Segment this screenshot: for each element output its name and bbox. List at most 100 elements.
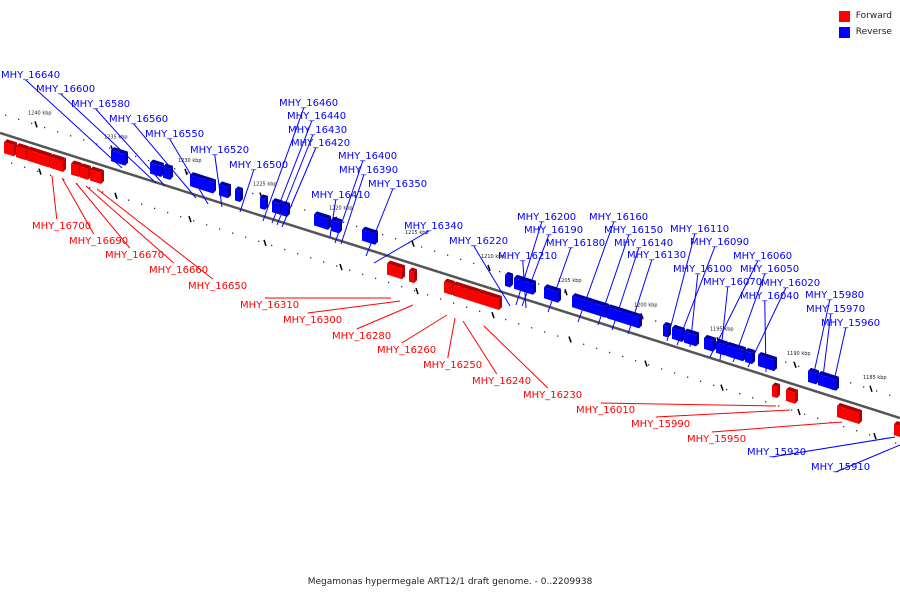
leader-line [133,123,197,199]
gene-top-face [281,200,290,206]
gene-label-reverse: MHY_15970 [806,304,865,315]
gene-body [409,270,414,284]
gene-side-face [213,179,216,194]
minor-tick-dot [258,240,260,242]
minor-tick-dot [804,413,806,415]
minor-tick-dot [687,376,689,378]
gene-body [521,279,533,295]
minor-tick-dot [382,233,384,236]
gene-body [331,219,339,234]
gene-body [90,169,101,184]
minor-tick-dot [304,209,306,211]
gene-top-face [758,352,777,361]
minor-tick-dot [609,351,611,354]
leader-line [75,182,131,249]
minor-tick-dot [252,192,254,195]
gene-top-face [808,367,819,374]
minor-tick-dot [869,434,871,436]
minor-tick-dot [538,283,540,285]
minor-tick-dot [473,262,475,265]
minor-tick-dot [889,394,891,396]
minor-tick-dot [544,331,546,333]
minor-tick-dot [674,372,676,374]
gene-body [444,281,452,296]
gene-label-reverse: MHY_16090 [690,237,749,248]
minor-tick-dot [83,139,85,141]
scale-label: 1190 kbp [787,351,811,357]
gene-body [684,331,696,347]
gene-body [505,274,510,288]
minor-tick-dot [785,361,787,363]
minor-tick-dot [349,269,351,271]
gene-top-face [704,334,716,341]
gene-label-reverse: MHY_15910 [811,462,870,473]
minor-tick-dot [557,335,559,337]
gene-top-face [745,347,755,354]
minor-tick-dot [713,384,715,387]
minor-tick-dot [460,258,462,260]
gene-top-face [786,386,798,393]
gene-body [260,197,265,210]
gene-body [716,341,725,356]
gene-top-face [684,328,699,336]
scale-label: 1185 kbp [863,375,887,381]
gene-side-face [375,230,378,245]
gene-body [27,149,49,168]
minor-tick-dot [70,135,72,137]
minor-tick-dot [148,159,150,162]
major-tick [873,432,877,440]
gene-body [4,142,14,157]
gene-label-forward: MHY_16250 [423,360,482,371]
gene-label-forward: MHY_15990 [631,419,690,430]
gene-top-face [894,421,900,426]
major-tick [184,168,188,176]
gene-top-face [331,216,342,223]
gene-body [592,302,606,318]
minor-tick-dot [180,216,182,218]
leader-line [169,138,209,205]
minor-tick-dot [440,298,442,300]
minor-tick-dot [655,320,657,322]
gene-side-face [228,184,231,199]
major-tick [869,385,873,393]
gene-top-face [592,299,609,307]
gene-top-face [461,283,472,290]
scale-label: 1235 kbp [104,134,128,140]
minor-tick-dot [128,199,130,201]
gene-top-face [607,304,624,312]
scale-ticks: 1240 kbp 1235 kbp 1230 kbp 1225 kbp 1220 kbp… [28,110,887,440]
gene-label-reverse: MHY_16020 [761,278,820,289]
major-tick [34,121,38,128]
gene-top-face [111,147,128,155]
gene-body [672,327,682,342]
gene-label-reverse: MHY_16460 [279,98,338,109]
gene-labels: MHY_16640 MHY_16600 MHY_16580 MHY_16560 MHY_… [1,70,880,473]
gene-top-face [409,267,417,273]
gene-top-face [4,139,17,146]
minor-tick-dot [622,355,624,358]
gene-label-reverse: MHY_16070 [703,277,762,288]
leader-line [307,300,401,314]
major-tick [411,240,415,248]
gene-label-reverse: MHY_16640 [1,70,60,81]
gene-label-forward: MHY_16700 [32,221,91,232]
minor-tick-dot [291,205,293,207]
minor-tick-dot [726,388,728,391]
minor-tick-dot [362,273,364,275]
minor-tick-dot [434,250,436,252]
major-tick [564,288,568,296]
gene-body [758,355,774,372]
gene-top-face [663,321,671,327]
gene-features [4,139,900,437]
gene-label-reverse: MHY_16350 [368,179,427,190]
minor-tick-dot [63,178,65,181]
gene-label-reverse: MHY_16420 [291,138,350,149]
minor-tick-dot [135,155,137,158]
gene-side-face [639,314,642,329]
minor-tick-dot [11,162,13,164]
minor-tick-dot [50,174,52,177]
gene-side-face [668,323,671,338]
gene-label-forward: MHY_16300 [283,315,342,326]
legend: Forward Reverse [838,8,892,40]
gene-label-reverse: MHY_16580 [71,99,130,110]
